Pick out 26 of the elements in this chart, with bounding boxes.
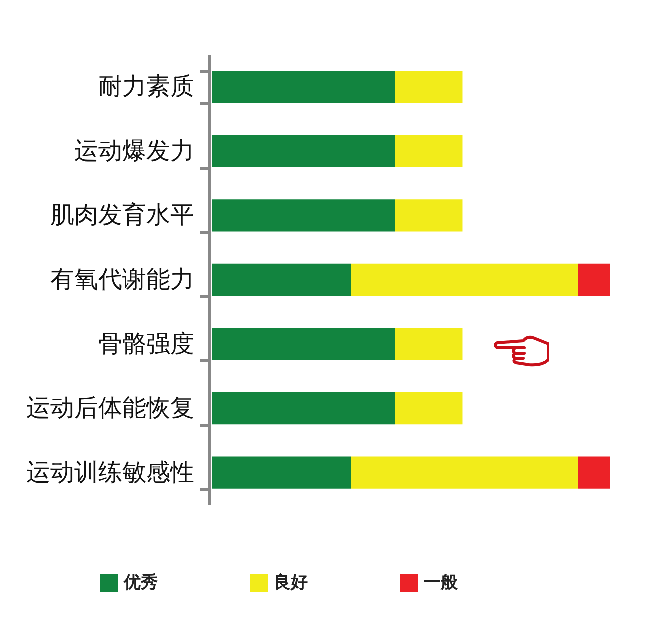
bar [395,135,463,168]
bar [395,392,463,425]
y-tick-label: 运动爆发力 [74,136,194,165]
bar [395,200,463,232]
y-tick-label: 耐力素质 [98,72,194,101]
bar [212,200,396,232]
y-tick-label: 有氧代谢能力 [50,266,194,294]
bar [212,328,396,360]
bar [212,264,352,296]
y-tick-label: 肌肉发育水平 [50,201,194,230]
bar [212,71,396,104]
y-tick-label: 骨骼强度 [98,330,194,358]
y-tick-label: 运动后体能恢复 [26,394,194,422]
bar [212,392,396,425]
bar [212,456,352,489]
bar [395,328,463,360]
bar [212,135,396,168]
legend-label: 优秀 [123,573,158,593]
y-tick-label: 运动训练敏感性 [26,458,194,486]
bar [395,71,463,104]
legend-label: 良好 [274,573,308,593]
bar [578,456,610,489]
bar [351,264,578,296]
bar [578,264,610,296]
legend-label: 一般 [424,573,459,593]
bar [351,456,578,489]
